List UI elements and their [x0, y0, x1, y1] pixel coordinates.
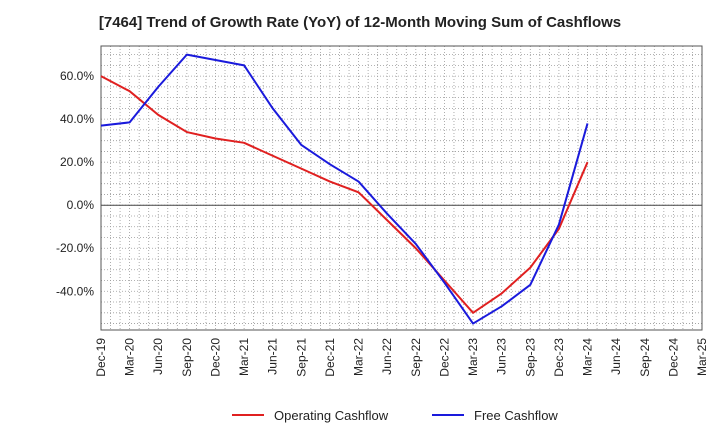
x-tick-label: Sep-24	[638, 338, 652, 377]
x-tick-label: Mar-24	[581, 338, 595, 376]
plot-area	[101, 46, 702, 330]
x-tick-label: Dec-20	[208, 338, 222, 377]
x-tick-label: Jun-24	[609, 338, 623, 375]
x-tick-label: Dec-23	[552, 338, 566, 377]
x-tick-label: Jun-21	[266, 338, 280, 375]
x-tick-label: Mar-20	[123, 338, 137, 376]
x-tick-label: Dec-24	[666, 338, 680, 377]
legend-label-operating-cashflow: Operating Cashflow	[274, 408, 389, 423]
y-tick-label: 20.0%	[60, 155, 94, 169]
series-line-operating-cashflow	[100, 75, 589, 314]
y-tick-label: -40.0%	[56, 284, 94, 298]
y-tick-label: -20.0%	[56, 241, 94, 255]
x-tick-label: Mar-25	[695, 338, 709, 376]
x-tick-label: Mar-21	[237, 338, 251, 376]
x-tick-label: Mar-23	[466, 338, 480, 376]
x-tick-label: Dec-19	[94, 338, 108, 377]
x-tick-label: Sep-23	[523, 338, 537, 377]
y-tick-label: 60.0%	[60, 69, 94, 83]
x-tick-label: Sep-20	[180, 338, 194, 377]
x-tick-label: Mar-22	[352, 338, 366, 376]
x-tick-label: Dec-22	[437, 338, 451, 377]
chart-title: [7464] Trend of Growth Rate (YoY) of 12-…	[98, 14, 622, 31]
legend-label-free-cashflow: Free Cashflow	[474, 408, 558, 423]
x-tick-label: Jun-20	[151, 338, 165, 375]
y-tick-label: 0.0%	[67, 198, 95, 212]
series-line-free-cashflow	[100, 53, 589, 325]
y-tick-label: 40.0%	[60, 112, 94, 126]
plot-border	[100, 45, 703, 331]
x-tick-label: Sep-21	[294, 338, 308, 377]
x-tick-label: Jun-22	[380, 338, 394, 375]
x-tick-label: Dec-21	[323, 338, 337, 377]
x-tick-label: Jun-23	[495, 338, 509, 375]
x-tick-label: Sep-22	[409, 338, 423, 377]
